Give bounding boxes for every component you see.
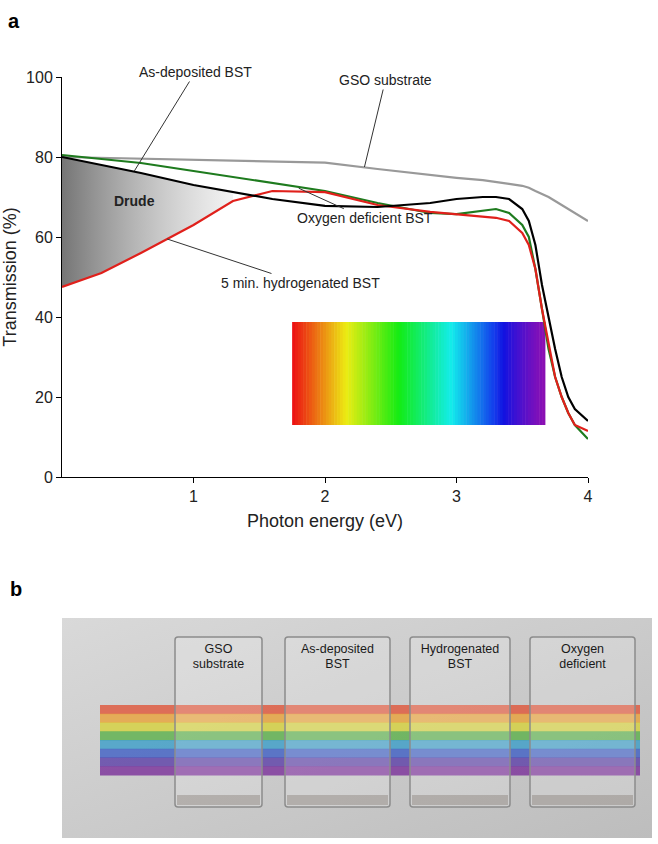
svg-text:As-deposited BST: As-deposited BST [139, 64, 252, 80]
svg-text:3: 3 [452, 488, 461, 505]
svg-text:GSO substrate: GSO substrate [339, 72, 432, 88]
svg-text:a: a [8, 10, 20, 32]
svg-text:20: 20 [35, 389, 53, 406]
svg-text:60: 60 [35, 229, 53, 246]
svg-text:Oxygen deficient BST: Oxygen deficient BST [297, 210, 433, 226]
svg-text:substrate: substrate [193, 657, 244, 671]
svg-text:1: 1 [189, 488, 198, 505]
svg-text:b: b [10, 578, 22, 600]
svg-text:80: 80 [35, 149, 53, 166]
svg-text:Photon energy (eV): Photon energy (eV) [247, 511, 403, 531]
svg-text:GSO: GSO [205, 642, 233, 656]
svg-text:0: 0 [44, 469, 53, 486]
svg-text:deficient: deficient [559, 657, 606, 671]
svg-text:BST: BST [448, 657, 473, 671]
svg-text:BST: BST [325, 657, 350, 671]
svg-text:Oxygen: Oxygen [561, 642, 604, 656]
svg-text:Hydrogenated: Hydrogenated [421, 642, 500, 656]
svg-text:2: 2 [321, 488, 330, 505]
svg-text:40: 40 [35, 309, 53, 326]
svg-text:Transmission (%): Transmission (%) [0, 207, 20, 346]
svg-text:4: 4 [584, 488, 593, 505]
svg-text:As-deposited: As-deposited [301, 642, 374, 656]
svg-text:100: 100 [26, 69, 53, 86]
svg-text:5 min. hydrogenated BST: 5 min. hydrogenated BST [221, 275, 380, 291]
svg-text:Drude: Drude [114, 193, 155, 209]
